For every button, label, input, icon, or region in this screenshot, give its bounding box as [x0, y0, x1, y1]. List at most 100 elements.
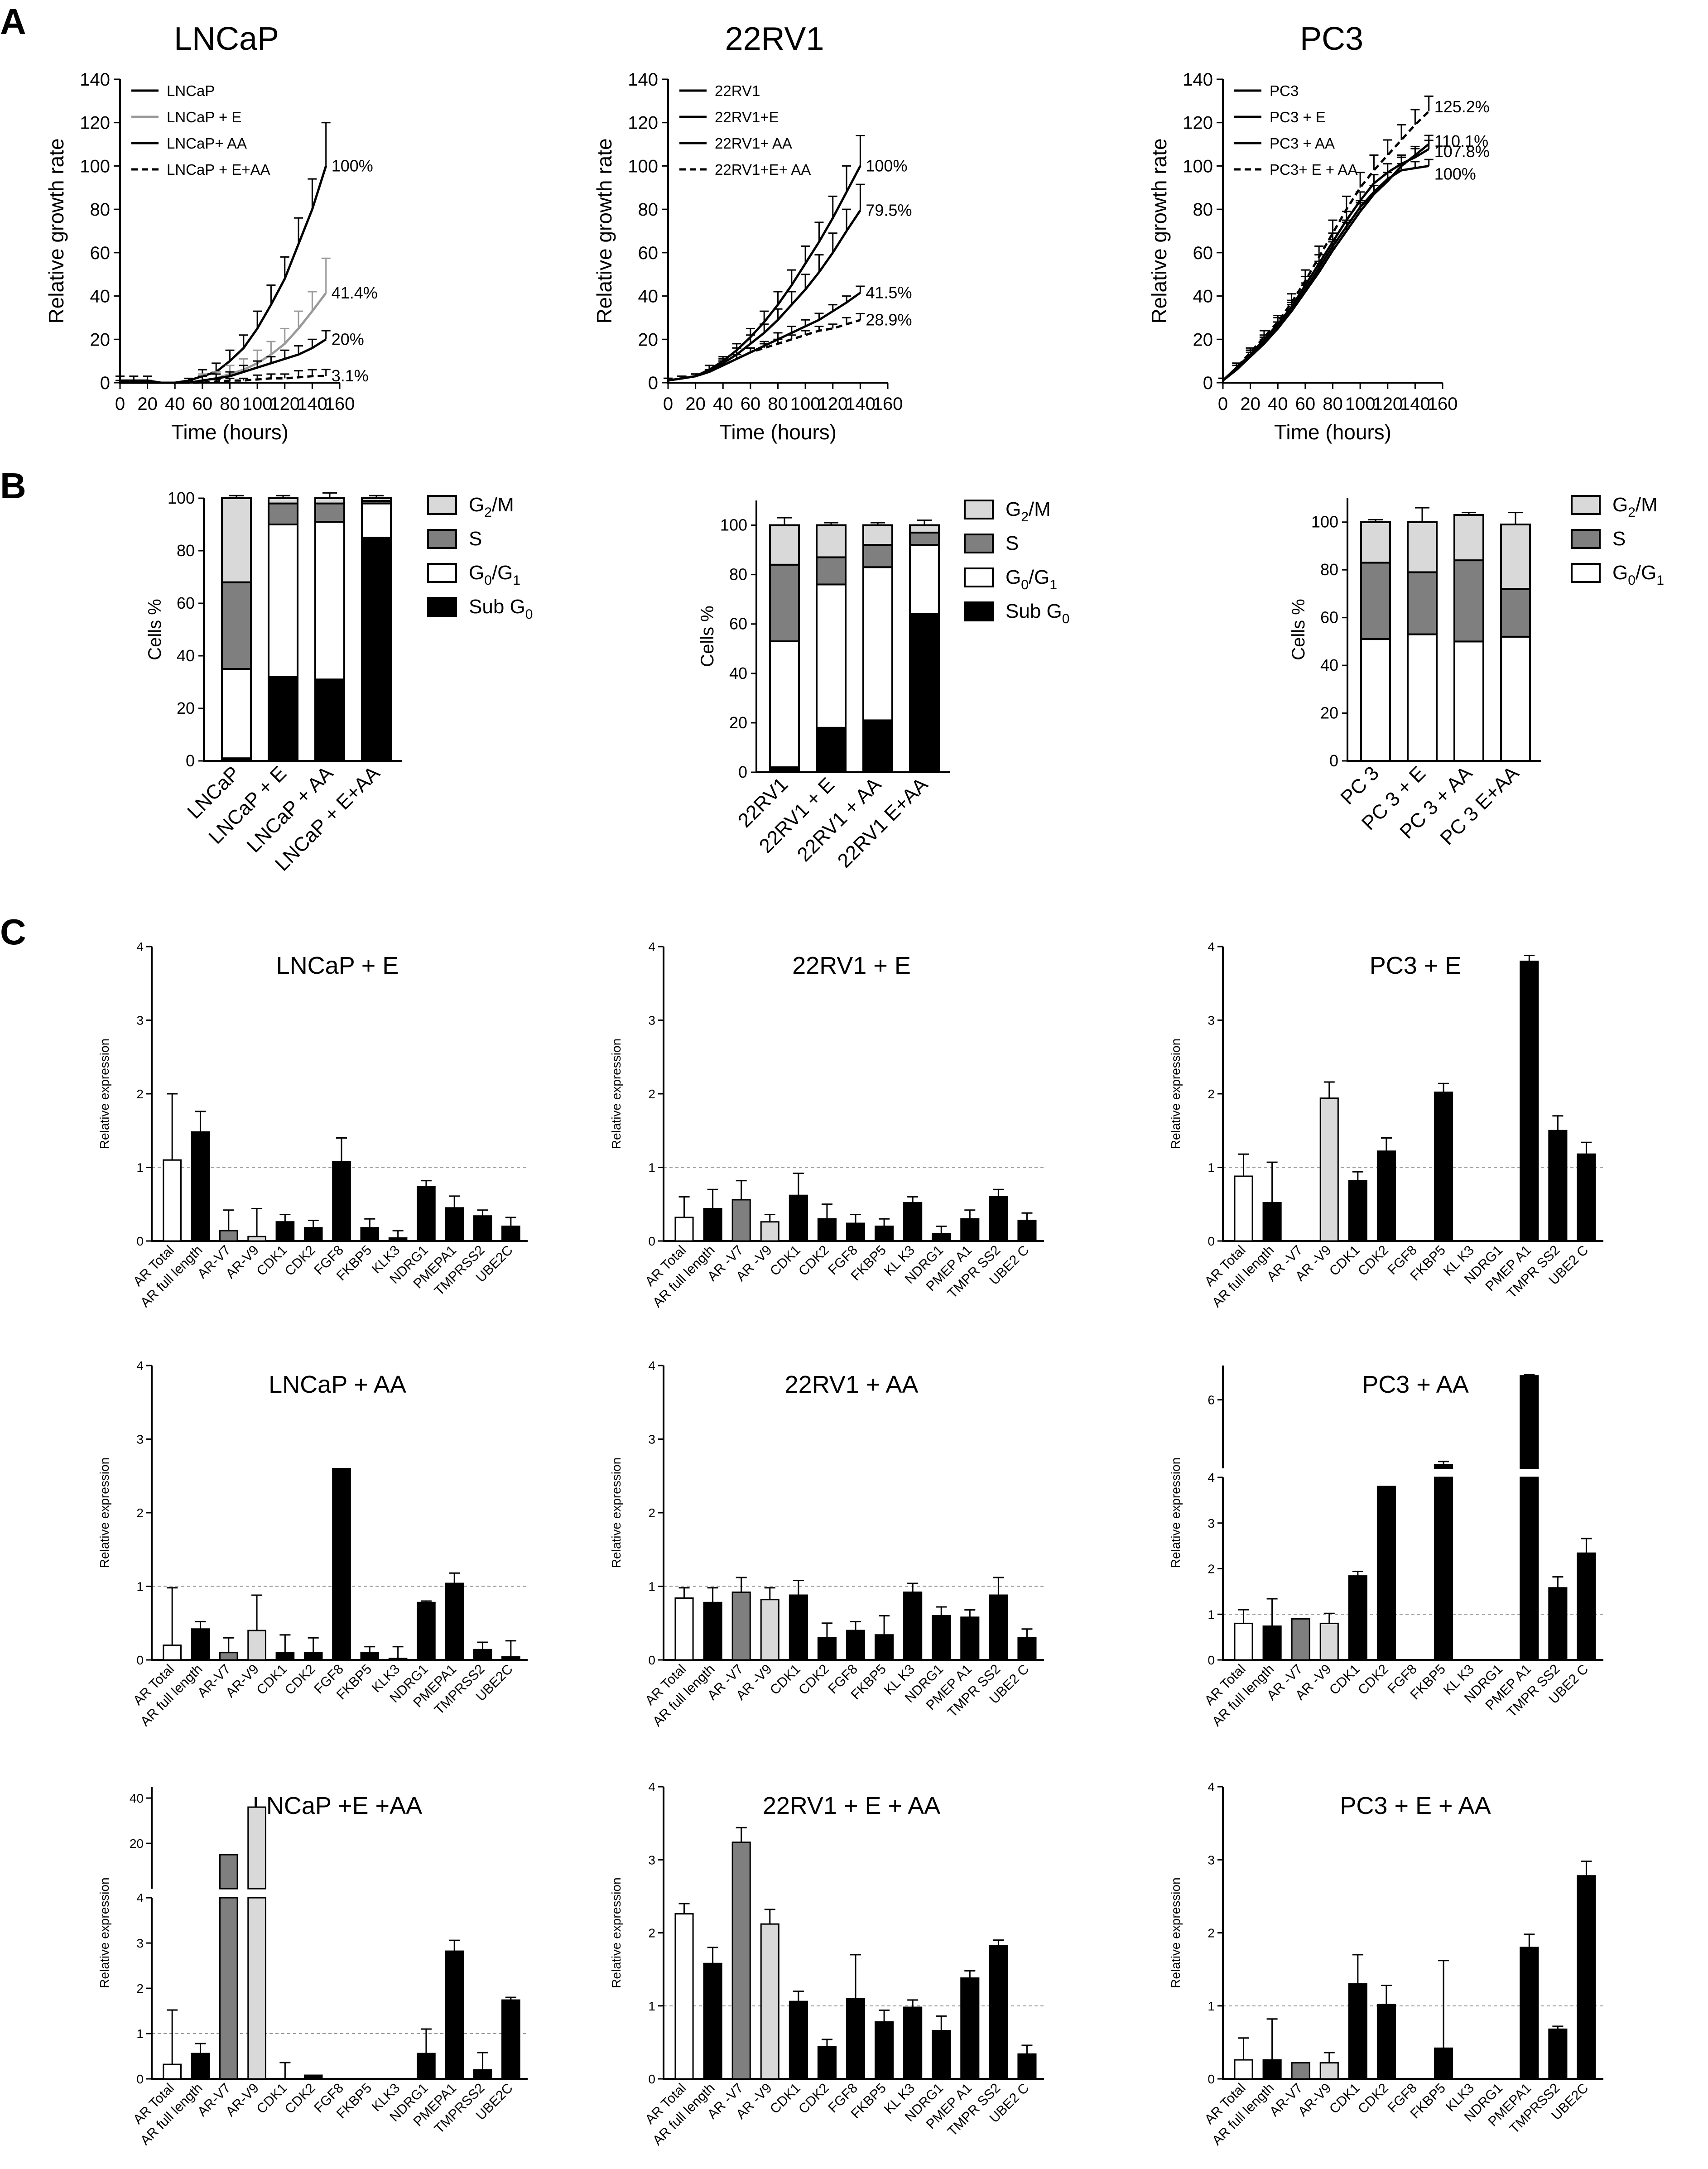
legend-sub2: 1 — [1049, 577, 1057, 592]
bar — [875, 2021, 894, 2080]
legend-label: 22RV1 — [715, 82, 760, 99]
error-bar — [1266, 1598, 1278, 1626]
x-tick-label: 0 — [663, 394, 673, 414]
error-bar — [195, 1621, 206, 1629]
y-tick-label: 1 — [1208, 1607, 1215, 1621]
error-bar — [115, 375, 125, 381]
x-tick-label: 80 — [220, 394, 240, 414]
error-bar — [793, 1173, 804, 1196]
bar — [501, 1999, 520, 2080]
y-tick-label: 40 — [177, 646, 195, 665]
error-bar — [1352, 1954, 1363, 1984]
error-bar — [294, 310, 303, 329]
x-tick-label: 120 — [269, 394, 300, 414]
x-tick-label: 100 — [790, 394, 821, 414]
error-bar — [420, 1180, 432, 1187]
end-label: 41.5% — [866, 283, 912, 302]
stack-segment-S — [816, 556, 847, 586]
stack-segment-S — [862, 544, 893, 568]
y-tick-label: 1 — [1208, 1161, 1215, 1175]
y-tick-label: 0 — [136, 1653, 144, 1667]
chart-title: PC3 + E — [1370, 952, 1462, 979]
y-tick-label: 2 — [136, 1981, 144, 1996]
bar — [1319, 2062, 1339, 2080]
error-bar — [266, 373, 276, 379]
error-bar — [793, 1991, 804, 2002]
series-line — [668, 319, 861, 382]
chart-title: PC3 + AA — [1362, 1371, 1469, 1398]
error-bar — [505, 1217, 516, 1226]
category-label: CDK1 — [254, 2081, 290, 2117]
legend-swatch — [427, 529, 457, 549]
bar — [247, 1630, 266, 1661]
x-tick-label: 160 — [1428, 394, 1458, 414]
error-bar — [1508, 512, 1523, 524]
bar — [163, 2063, 182, 2080]
legend-sub: 2 — [1628, 505, 1636, 520]
bar — [960, 1218, 980, 1242]
stack-segment-G0G1 — [862, 566, 893, 721]
stack-segment-G2M — [816, 524, 847, 558]
legend-label: 22RV1+E+ AA — [715, 161, 811, 178]
legend-main: Sub G — [469, 596, 525, 618]
error-bar — [321, 257, 331, 293]
bar — [731, 1199, 751, 1242]
error-bar — [253, 310, 262, 329]
stack-segment-G2M — [909, 524, 940, 534]
bar — [903, 1592, 923, 1661]
y-tick-label: 3 — [136, 1014, 144, 1028]
y-axis-label: Relative expression — [1169, 1877, 1183, 1988]
bar — [1520, 1947, 1539, 2080]
bar — [1348, 1180, 1367, 1242]
bar — [703, 1962, 722, 2080]
bar — [817, 2046, 837, 2080]
y-tick-label: 3 — [136, 1936, 144, 1950]
axes — [1222, 1366, 1603, 1661]
stack-segment-G0G1 — [314, 521, 345, 681]
error-bar — [907, 1196, 919, 1203]
y-tick-label: 40 — [1193, 287, 1213, 307]
error-bar — [704, 369, 714, 372]
error-bar — [505, 1996, 516, 2001]
legend-label: Sub G0 — [469, 596, 533, 622]
bar — [1348, 1983, 1367, 2080]
stack-segment-S — [1500, 588, 1531, 638]
bar — [789, 2001, 808, 2080]
legend-swatch — [964, 601, 994, 621]
y-tick-label: 2 — [1208, 1562, 1215, 1576]
y-tick-label: 0 — [738, 763, 747, 781]
error-bar — [253, 360, 262, 368]
error-bar — [392, 1646, 404, 1659]
y-tick-label: 4 — [648, 1359, 655, 1373]
bar — [932, 1233, 951, 1242]
error-bar — [223, 1209, 234, 1231]
error-bar — [773, 338, 783, 344]
bar — [731, 1592, 751, 1661]
error-bar — [1238, 1609, 1249, 1624]
y-tick-label: 2 — [136, 1087, 144, 1101]
legend-sub: 0 — [525, 607, 533, 622]
error-bar — [195, 2043, 206, 2054]
error-bar — [1397, 156, 1406, 166]
error-bar — [718, 360, 728, 366]
bar — [219, 1652, 238, 1661]
error-bar — [477, 1209, 488, 1216]
axes — [1222, 947, 1603, 1242]
legend-label: S — [1612, 528, 1626, 550]
error-bar — [828, 232, 837, 253]
series-line — [120, 292, 327, 384]
error-bar — [1552, 1115, 1564, 1131]
error-bar — [787, 334, 796, 340]
error-bar — [936, 1226, 947, 1234]
end-label: 100% — [866, 156, 907, 175]
bar-lower — [247, 1897, 266, 2080]
bar — [1520, 961, 1539, 1242]
bar — [875, 1634, 894, 1661]
bar — [473, 1649, 492, 1661]
y-tick-label: 0 — [648, 1653, 655, 1667]
error-bar — [814, 326, 824, 331]
error-bar — [842, 165, 852, 192]
